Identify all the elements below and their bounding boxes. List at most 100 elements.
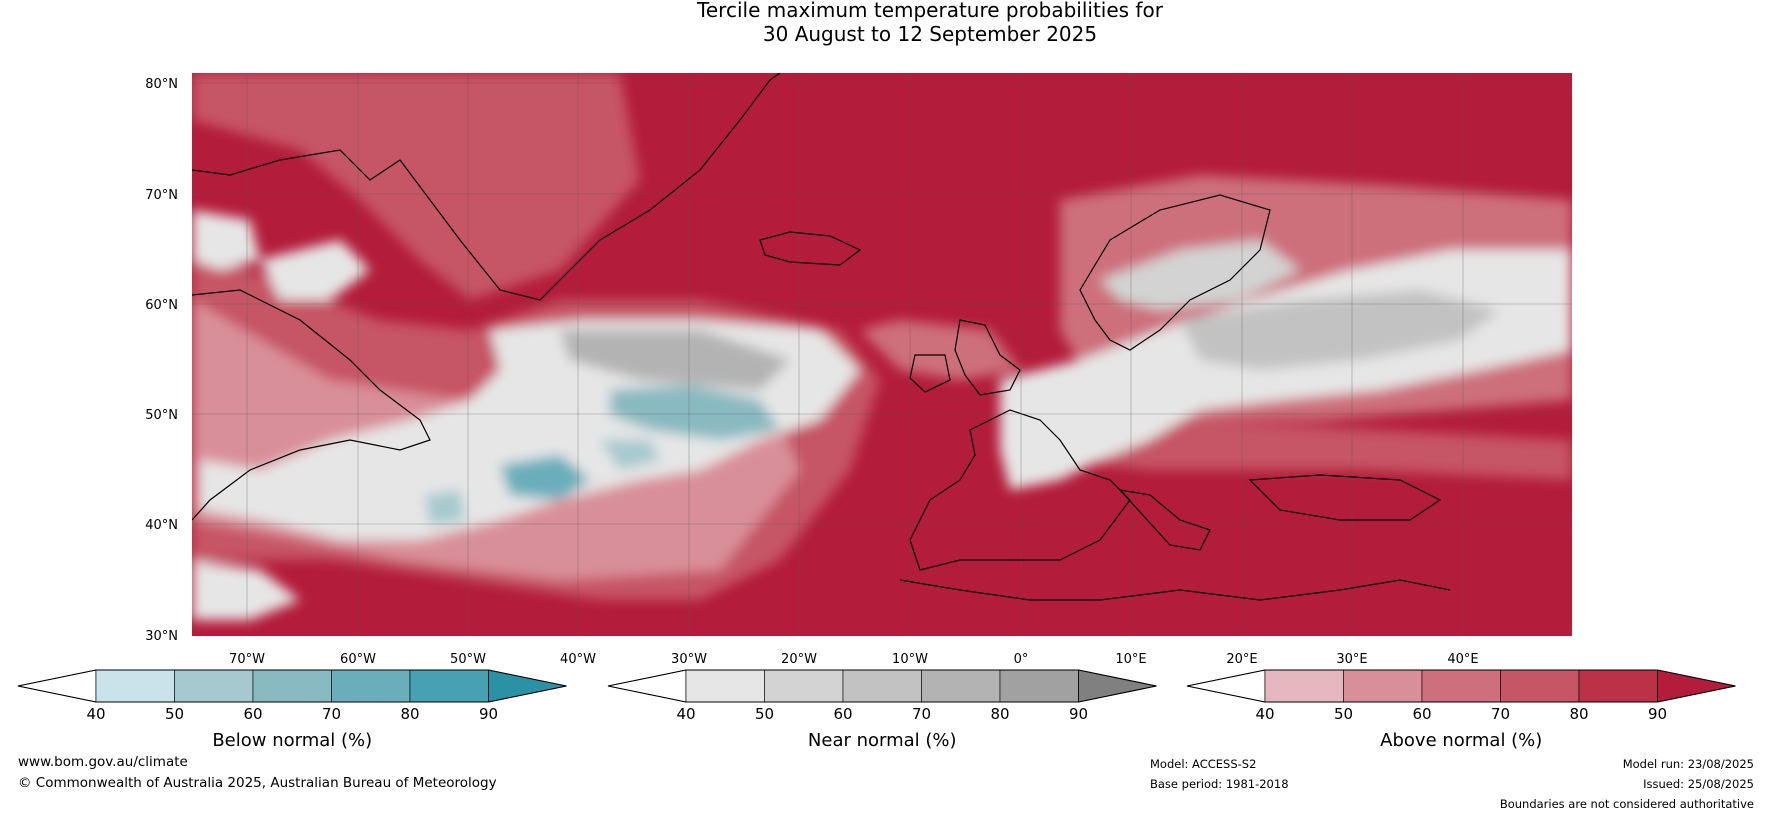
- lon-label: 20°E: [1226, 652, 1257, 667]
- lat-label: 50°N: [145, 408, 178, 423]
- black-sea-coast: [1248, 474, 1442, 521]
- lon-label: 40°E: [1447, 652, 1478, 667]
- map-title: Tercile maximum temperature probabilitie…: [0, 0, 1770, 46]
- iceland-coast: [759, 231, 862, 266]
- colorbar-segment: [252, 669, 332, 703]
- region-near-atlantic-dark: [560, 330, 790, 390]
- colorbar-segment: [174, 669, 254, 703]
- region-near-baffin: [192, 210, 260, 270]
- latitude-labels: 80°N 70°N 60°N 50°N 40°N 30°N: [145, 77, 178, 644]
- lon-label: 20°W: [781, 652, 817, 667]
- title-line-2: 30 August to 12 September 2025: [762, 22, 1098, 46]
- colorbar-above-normal: 40 50 60 70 80 90 Above normal (%): [1186, 669, 1736, 751]
- colorbar-extension-low: [17, 669, 97, 703]
- colorbar-segment: [1421, 669, 1501, 703]
- lon-label: 10°E: [1115, 652, 1146, 667]
- colorbar-segment: [95, 669, 175, 703]
- lat-label: 30°N: [145, 629, 178, 644]
- lon-label: 40°W: [560, 652, 596, 667]
- colorbar-extension-low: [607, 669, 687, 703]
- colorbar-tick-label: 80: [400, 705, 419, 723]
- colorbar-tick-label: 70: [1491, 705, 1510, 723]
- lon-label: 30°E: [1336, 652, 1367, 667]
- colorbar-extension-high: [1657, 669, 1736, 703]
- map-panel: [192, 73, 1572, 636]
- scandinavia-coast: [1079, 194, 1271, 351]
- colorbar-segment: [1343, 669, 1423, 703]
- colorbar-tick-label: 40: [1255, 705, 1274, 723]
- colorbar-tick-label: 60: [1412, 705, 1431, 723]
- footer-copyright: © Commonwealth of Australia 2025, Austra…: [18, 775, 497, 791]
- colorbar-tick-label: 80: [1569, 705, 1588, 723]
- colorbar-segment: [764, 669, 844, 703]
- title-line-1: Tercile maximum temperature probabilitie…: [697, 0, 1163, 22]
- region-near-russia: [1180, 290, 1500, 370]
- colorbar-below-normal: 40 50 60 70 80 90 Below normal (%): [17, 669, 567, 751]
- longitude-labels: 70°W 60°W 50°W 40°W 30°W 20°W 10°W 0° 10…: [229, 652, 1479, 667]
- lon-label: 70°W: [229, 652, 265, 667]
- colorbar-tick-label: 70: [912, 705, 931, 723]
- lon-label: 0°: [1014, 652, 1029, 667]
- coastlines: [192, 73, 1451, 601]
- colorbar-title: Below normal (%): [212, 730, 372, 751]
- lon-label: 50°W: [450, 652, 486, 667]
- colorbar-segment: [1500, 669, 1580, 703]
- colorbar-extension-high: [488, 669, 567, 703]
- colorbar-tick-label: 60: [243, 705, 262, 723]
- lon-label: 60°W: [340, 652, 376, 667]
- region-above-europe-south: [1060, 400, 1572, 480]
- probability-field: [192, 73, 1572, 620]
- footer-model-run: Model run: 23/08/2025: [1622, 757, 1754, 771]
- great-britain-coast: [954, 319, 1021, 396]
- lat-label: 70°N: [145, 188, 178, 203]
- colorbar-segment: [842, 669, 922, 703]
- colorbar-tick-label: 90: [1648, 705, 1667, 723]
- colorbar-segment: [685, 669, 765, 703]
- colorbar-tick-label: 40: [86, 705, 105, 723]
- graticule: [192, 73, 1572, 636]
- colorbar-outline: [1186, 669, 1736, 703]
- colorbar-segment: [331, 669, 411, 703]
- colorbar-tick-label: 50: [755, 705, 774, 723]
- lon-label: 10°W: [892, 652, 928, 667]
- lon-label: 30°W: [671, 652, 707, 667]
- colorbar-segment: [1578, 669, 1658, 703]
- colorbar-title: Above normal (%): [1380, 730, 1542, 751]
- region-near-southwest: [192, 560, 300, 620]
- north-africa-coast: [899, 579, 1451, 601]
- colorbar-tick-label: 50: [1334, 705, 1353, 723]
- footer-issued: Issued: 25/08/2025: [1643, 777, 1754, 791]
- region-near-labrador: [260, 240, 370, 300]
- lat-label: 40°N: [145, 518, 178, 533]
- colorbar-tick-label: 60: [833, 705, 852, 723]
- north-america-coast: [192, 289, 431, 521]
- colorbar-segment: [409, 669, 489, 703]
- colorbar-tick-label: 90: [479, 705, 498, 723]
- colorbar-tick-label: 70: [322, 705, 341, 723]
- footer-base-period: Base period: 1981-2018: [1150, 777, 1289, 791]
- colorbar-extension-low: [1186, 669, 1266, 703]
- colorbar-tick-label: 90: [1069, 705, 1088, 723]
- colorbar-extension-high: [1078, 669, 1157, 703]
- region-below-atlantic-south: [500, 455, 590, 500]
- iberia-coast: [909, 409, 1131, 571]
- region-above-greenland: [192, 73, 640, 300]
- region-below-atlantic-north: [610, 385, 780, 440]
- colorbar-tick-label: 40: [676, 705, 695, 723]
- colorbar-segment: [921, 669, 1001, 703]
- footer-model: Model: ACCESS-S2: [1150, 757, 1257, 771]
- colorbar-outline: [607, 669, 1157, 703]
- region-near-scandinavia: [1100, 240, 1300, 310]
- colorbar-near-normal: 40 50 60 70 80 90 Near normal (%): [607, 669, 1157, 751]
- region-below-atlantic-mid: [600, 440, 660, 470]
- colorbar-segment: [999, 669, 1079, 703]
- colorbar-tick-label: 80: [990, 705, 1009, 723]
- lat-label: 60°N: [145, 298, 178, 313]
- footer-website: www.bom.gov.au/climate: [18, 754, 188, 770]
- region-below-atlantic-west: [425, 490, 465, 525]
- italy-coast: [1118, 489, 1211, 551]
- region-above-britain: [860, 320, 1020, 380]
- colorbar-outline: [17, 669, 567, 703]
- colorbar-segment: [1264, 669, 1344, 703]
